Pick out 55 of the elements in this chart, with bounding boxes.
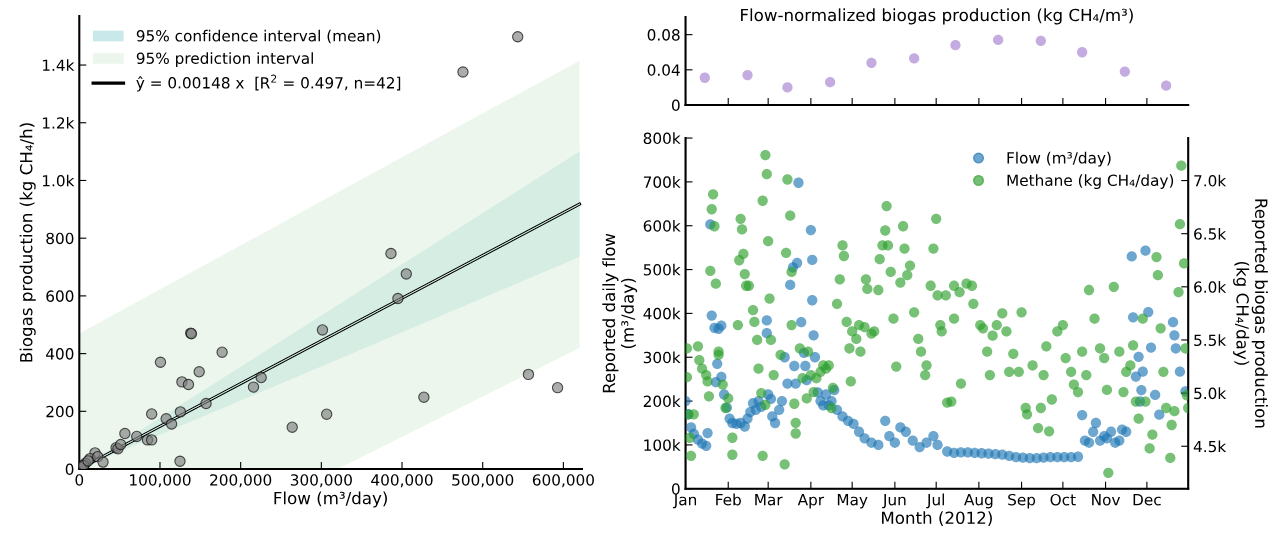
y2-tick-label: 6.0k bbox=[1194, 281, 1227, 293]
y-axis-title: Biogas production (kg CH₄/h) bbox=[19, 123, 36, 362]
y-tick-label: 400k bbox=[643, 307, 681, 320]
x-tick-label: Jan bbox=[672, 494, 697, 509]
y-tick-label: 300k bbox=[643, 351, 681, 364]
y-tick-label: 0 bbox=[671, 99, 680, 112]
y-tick-label: 1.2k bbox=[42, 116, 75, 129]
legend-label: ŷ = 0.00148 x [R$^{2}$ = 0.497, n=42] bbox=[136, 74, 401, 92]
y2-tick-label: 6.5k bbox=[1194, 227, 1227, 240]
y-tick-label: 0.04 bbox=[647, 64, 680, 76]
y-tick-label: 700k bbox=[643, 176, 681, 188]
x-tick-label: 600,000 bbox=[532, 474, 594, 488]
x-tick-label: 100,000 bbox=[130, 474, 191, 488]
x-tick-label: 200,000 bbox=[210, 474, 272, 488]
y-tick-label: 200 bbox=[46, 405, 74, 418]
y-tick-label: 800k bbox=[643, 132, 681, 145]
chart-title: Flow-normalized biogas production (kg CH₄/m³) bbox=[741, 8, 1133, 25]
y-tick-label: 1.0k bbox=[42, 174, 75, 187]
x-tick-label: Dec bbox=[1133, 494, 1161, 506]
x-tick-label: Mar bbox=[755, 494, 783, 506]
legend-label: Methane (kg CH₄/day) bbox=[1007, 174, 1174, 190]
x-tick-label: Nov bbox=[1092, 494, 1121, 506]
y-axis-title: Reported daily flow (m³/day) bbox=[602, 233, 638, 393]
y-tick-label: 100k bbox=[644, 439, 681, 451]
x-tick-label: Jun bbox=[882, 494, 906, 509]
x-tick-label: Oct bbox=[1050, 493, 1076, 506]
x-tick-label: Feb bbox=[716, 493, 741, 506]
y-tick-label: 500k bbox=[643, 263, 681, 276]
x-tick-label: Apr bbox=[797, 494, 825, 509]
y2-axis-title: Reported biogas production (kg CH₄/day) bbox=[1233, 199, 1268, 428]
x-tick-label: May bbox=[837, 494, 868, 509]
legend-label: 95% confidence interval (mean) bbox=[136, 29, 381, 44]
x-tick-label: 0 bbox=[75, 474, 84, 486]
y-tick-label: 800 bbox=[46, 232, 74, 245]
y-tick-label: 0.08 bbox=[647, 29, 680, 41]
y2-tick-label: 5.5k bbox=[1194, 334, 1227, 346]
x-tick-label: Jul bbox=[926, 493, 944, 509]
x-tick-label: Aug bbox=[964, 494, 993, 509]
legend-label: Flow (m³/day) bbox=[1007, 151, 1111, 167]
legend-label: 95% prediction interval bbox=[136, 52, 313, 67]
y2-tick-label: 7.0k bbox=[1194, 174, 1227, 187]
y-tick-label: 1.4k bbox=[42, 59, 75, 71]
x-axis-title: Month (2012) bbox=[882, 511, 992, 527]
x-tick-label: 500,000 bbox=[452, 474, 514, 488]
x-axis-title: Flow (m³/day) bbox=[274, 491, 387, 508]
y-tick-label: 600 bbox=[46, 290, 74, 302]
x-tick-label: 300,000 bbox=[290, 474, 352, 488]
y2-tick-label: 5.0k bbox=[1194, 387, 1227, 400]
x-tick-label: Sep bbox=[1008, 493, 1036, 509]
y-tick-label: 200k bbox=[643, 395, 681, 408]
x-tick-label: 400,000 bbox=[371, 474, 433, 488]
y-tick-label: 600k bbox=[643, 219, 681, 232]
y-tick-label: 400 bbox=[46, 348, 74, 360]
y2-tick-label: 4.5k bbox=[1193, 440, 1227, 453]
y-tick-label: 0 bbox=[65, 463, 74, 476]
